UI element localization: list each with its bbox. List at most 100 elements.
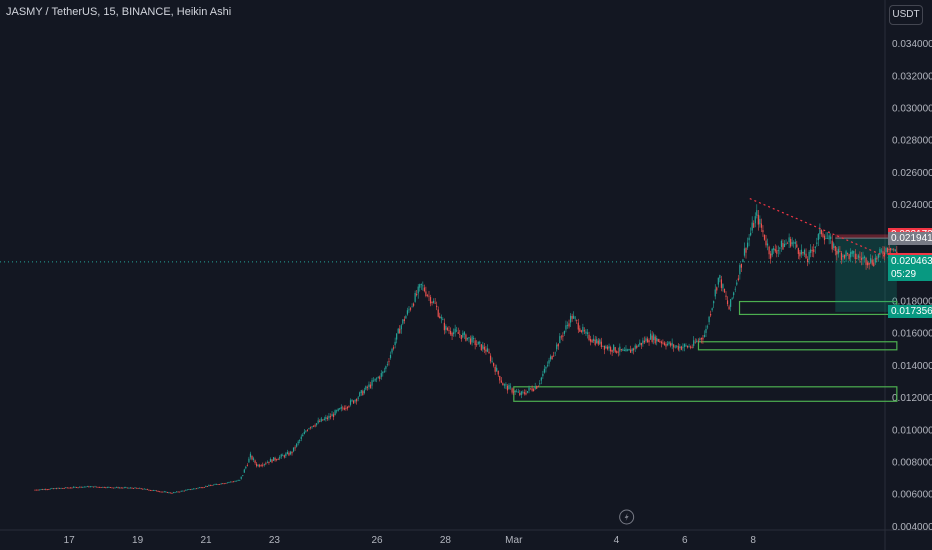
candle-body: [195, 488, 198, 490]
candle-body: [79, 486, 81, 488]
candle-body: [348, 406, 350, 408]
candle-body: [796, 244, 798, 248]
candle-body: [172, 492, 175, 494]
candle-body: [117, 487, 119, 489]
candle-body: [391, 348, 393, 353]
candle-body: [68, 487, 70, 489]
candle-body: [779, 247, 781, 249]
candle-body: [800, 249, 803, 255]
candle-body: [479, 341, 481, 344]
candle-body: [396, 333, 398, 340]
x-tick-label: 6: [682, 535, 688, 546]
candle-body: [120, 487, 122, 489]
candle-body: [509, 386, 512, 388]
price-tag-value: 0.020463: [891, 256, 932, 268]
candle-body: [66, 487, 68, 489]
candle-body: [497, 371, 499, 375]
candle-body: [60, 487, 62, 489]
candle-body: [810, 249, 812, 253]
candle-body: [43, 489, 45, 490]
candle-body: [545, 367, 547, 369]
candle-body: [40, 489, 42, 491]
candle-body: [882, 251, 884, 255]
candle-body: [650, 333, 652, 340]
candle-body: [423, 287, 425, 292]
candle-body: [140, 488, 142, 490]
candle-body: [742, 259, 744, 263]
candle-body: [690, 346, 692, 348]
candle-body: [202, 487, 204, 489]
candle-body: [848, 254, 850, 260]
candle-body: [194, 488, 196, 490]
candle-body: [154, 490, 156, 491]
candle-body: [434, 302, 436, 304]
candle-body: [139, 487, 141, 489]
x-tick-label: 17: [64, 535, 76, 546]
candle-body: [473, 338, 475, 340]
candle-body: [85, 486, 87, 488]
candle-body: [469, 338, 472, 344]
candle-body: [505, 384, 507, 386]
candle-body: [799, 252, 801, 257]
candle-body: [842, 255, 844, 257]
candle-body: [177, 491, 179, 493]
candle-body: [368, 384, 370, 388]
candle-body: [625, 348, 627, 352]
candle-body: [696, 340, 698, 343]
candle-body: [426, 294, 429, 296]
candle-body: [217, 484, 219, 485]
candle-body: [733, 292, 735, 296]
candle-body: [496, 367, 498, 372]
candle-body: [611, 349, 613, 353]
candle-body: [454, 328, 456, 333]
candle-body: [710, 314, 712, 316]
candle-body: [363, 390, 365, 393]
candle-body: [539, 383, 541, 385]
candle-body: [165, 491, 167, 493]
candle-body: [877, 254, 879, 258]
candle-body: [754, 216, 756, 224]
candle-body: [272, 457, 275, 461]
candle-body: [397, 328, 399, 334]
y-tick-label: 0.028000: [892, 136, 932, 147]
candle-body: [456, 330, 458, 332]
candle-body: [111, 487, 113, 489]
candle-body: [126, 487, 128, 489]
candle-body: [766, 243, 769, 246]
candle-body: [662, 342, 664, 344]
candle-body: [599, 339, 601, 344]
candle-body: [114, 487, 116, 489]
candle-body: [531, 388, 533, 391]
candle-body: [62, 487, 64, 489]
candle-body: [411, 306, 413, 308]
y-tick-label: 0.018000: [892, 297, 932, 308]
candle-body: [514, 390, 516, 393]
price-tag-value: 0.017356: [891, 306, 932, 318]
candle-body: [191, 489, 193, 491]
candle-body: [155, 490, 158, 492]
x-tick-label: 21: [200, 535, 212, 546]
candle-body: [234, 481, 236, 482]
candle-body: [103, 487, 105, 488]
y-tick-label: 0.008000: [892, 457, 932, 468]
candle-body: [82, 486, 84, 488]
candle-body: [316, 423, 318, 425]
candle-body: [463, 332, 465, 335]
currency-button[interactable]: USDT: [889, 5, 923, 25]
candle-body: [548, 360, 550, 364]
candle-body: [142, 488, 144, 490]
candle-body: [471, 336, 473, 343]
candle-body: [699, 338, 701, 340]
candle-body: [356, 398, 358, 402]
candle-body: [633, 348, 635, 351]
candle-body: [574, 317, 576, 319]
candle-body: [759, 218, 761, 225]
candle-body: [773, 248, 775, 250]
candle-body: [425, 291, 427, 297]
candle-body: [819, 228, 821, 235]
candle-body: [513, 391, 515, 393]
candle-body: [683, 344, 686, 347]
candle-body: [522, 391, 524, 393]
candle-body: [163, 491, 165, 493]
